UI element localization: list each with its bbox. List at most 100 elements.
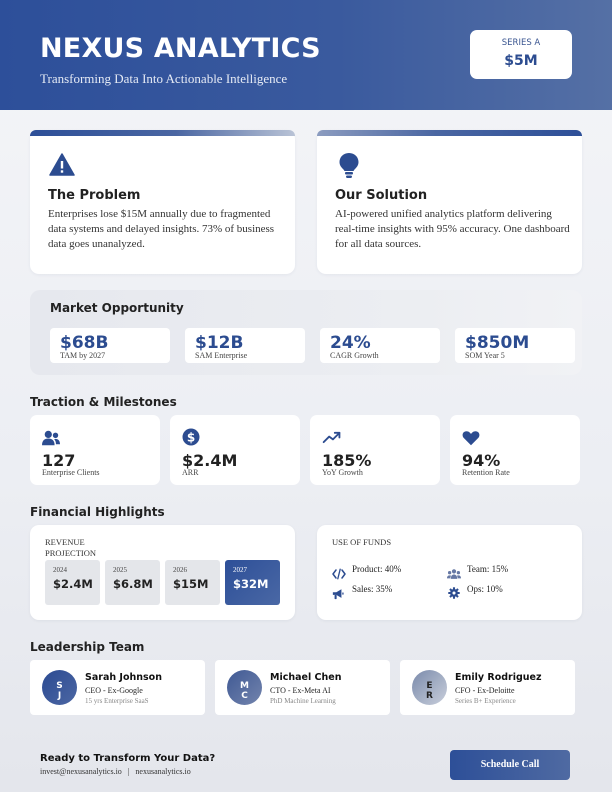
avatar-initial: S: [56, 681, 63, 691]
revenue-year-box: 2026 $15M: [165, 560, 220, 605]
revenue-value: $15M: [173, 577, 209, 591]
leader-name: Emily Rodriguez: [455, 672, 542, 683]
market-stat-som: $850M SOM Year 5: [455, 328, 575, 363]
contact-line: invest@nexusanalytics.io | nexusanalytic…: [40, 767, 191, 776]
avatar: E R: [412, 670, 447, 705]
market-title: Market Opportunity: [50, 301, 184, 315]
contact-separator: |: [127, 767, 130, 776]
leader-experience: Series B+ Experience: [455, 697, 516, 705]
lightbulb-icon: [339, 153, 359, 178]
brand-title: NEXUS ANALYTICS: [40, 33, 321, 64]
revenue-year: 2026: [173, 566, 187, 574]
market-stat-label: TAM by 2027: [60, 351, 106, 360]
market-stat-value: $12B: [195, 333, 244, 353]
traction-card-growth: 185% YoY Growth: [310, 415, 440, 485]
revenue-year-box: 2024 $2.4M: [45, 560, 100, 605]
team-icon: [447, 569, 461, 579]
leader-role: CEO - Ex-Google: [85, 686, 143, 695]
leader-card-ceo: S J Sarah Johnson CEO - Ex-Google 15 yrs…: [30, 660, 205, 715]
leader-card-cto: M C Michael Chen CTO - Ex-Meta AI PhD Ma…: [215, 660, 390, 715]
funding-badge: SERIES A $5M: [470, 30, 572, 79]
problem-title: The Problem: [48, 188, 141, 203]
leader-name: Michael Chen: [270, 672, 342, 683]
warning-icon: [49, 153, 75, 176]
traction-card-clients: 127 Enterprise Clients: [30, 415, 160, 485]
revenue-value: $6.8M: [113, 577, 153, 591]
megaphone-icon: [332, 589, 344, 600]
fund-allocation: Product: 40%: [352, 564, 402, 574]
trend-up-icon: [322, 431, 341, 444]
market-stat-label: SAM Enterprise: [195, 351, 248, 360]
heart-icon: [462, 431, 480, 446]
leader-experience: 15 yrs Enterprise SaaS: [85, 697, 149, 705]
traction-label: Enterprise Clients: [42, 468, 100, 477]
fund-allocation: Team: 15%: [467, 564, 509, 574]
traction-value: 185%: [322, 451, 372, 470]
financial-title: Financial Highlights: [30, 505, 165, 519]
contact-email[interactable]: invest@nexusanalytics.io: [40, 767, 122, 776]
solution-card: Our Solution AI-powered unified analytic…: [317, 130, 582, 274]
avatar-initial: E: [426, 681, 433, 691]
revenue-year: 2025: [113, 566, 127, 574]
market-stat-cagr: 24% CAGR Growth: [320, 328, 440, 363]
leader-role: CTO - Ex-Meta AI: [270, 686, 331, 695]
traction-title: Traction & Milestones: [30, 395, 177, 409]
market-stat-label: SOM Year 5: [465, 351, 505, 360]
leader-experience: PhD Machine Learning: [270, 697, 336, 705]
svg-text:$: $: [187, 430, 195, 444]
traction-label: Retention Rate: [462, 468, 510, 477]
tagline: Transforming Data Into Actionable Intell…: [40, 71, 288, 86]
funding-amount: $5M: [504, 53, 538, 69]
avatar-initial: J: [57, 691, 62, 701]
dollar-icon: $: [182, 428, 200, 446]
avatar: S J: [42, 670, 77, 705]
use-of-funds-card: USE OF FUNDS Product: 40% Team: 15% Sale…: [317, 525, 582, 620]
revenue-year: 2024: [53, 566, 67, 574]
revenue-year-box: 2025 $6.8M: [105, 560, 160, 605]
header-banner: NEXUS ANALYTICS Transforming Data Into A…: [0, 0, 612, 110]
traction-card-retention: 94% Retention Rate: [450, 415, 580, 485]
market-stat-value: $68B: [60, 333, 109, 353]
avatar-initials: M C: [227, 681, 262, 701]
market-opportunity-panel: Market Opportunity $68B TAM by 2027 $12B…: [30, 290, 582, 375]
avatar: M C: [227, 670, 262, 705]
leader-card-cfo: E R Emily Rodriguez CFO - Ex-Deloitte Se…: [400, 660, 575, 715]
traction-label: YoY Growth: [322, 468, 363, 477]
traction-label: ARR: [182, 468, 199, 477]
contact-website[interactable]: nexusanalytics.io: [135, 767, 191, 776]
revenue-year: 2027: [233, 566, 247, 574]
market-stat-value: $850M: [465, 333, 530, 353]
users-icon: [42, 430, 60, 446]
revenue-year-box-highlight: 2027 $32M: [225, 560, 280, 605]
problem-text: Enterprises lose $15M annually due to fr…: [48, 208, 275, 250]
fund-allocation: Ops: 10%: [467, 584, 503, 594]
avatar-initials: S J: [42, 681, 77, 701]
market-stat-value: 24%: [330, 333, 371, 353]
revenue-projection-card: REVENUE PROJECTION 2024 $2.4M 2025 $6.8M…: [30, 525, 295, 620]
solution-card-accent: [317, 130, 582, 136]
market-stat-label: CAGR Growth: [330, 351, 379, 360]
leadership-title: Leadership Team: [30, 640, 145, 654]
avatar-initial: C: [241, 691, 248, 701]
avatar-initial: R: [426, 691, 433, 701]
revenue-projection-title: REVENUE PROJECTION: [45, 537, 97, 558]
schedule-call-button[interactable]: Schedule Call: [450, 750, 570, 780]
avatar-initial: M: [240, 681, 249, 691]
funding-round-label: SERIES A: [501, 38, 541, 48]
code-icon: [332, 568, 346, 580]
market-stat-tam: $68B TAM by 2027: [50, 328, 170, 363]
use-of-funds-title: USE OF FUNDS: [332, 537, 392, 547]
cta-title: Ready to Transform Your Data?: [40, 753, 216, 764]
revenue-value: $2.4M: [53, 577, 93, 591]
solution-text: AI-powered unified analytics platform de…: [335, 208, 570, 250]
leader-name: Sarah Johnson: [85, 672, 162, 683]
leader-role: CFO - Ex-Deloitte: [455, 686, 515, 695]
problem-card-accent: [30, 130, 295, 136]
avatar-initials: E R: [412, 681, 447, 701]
traction-value: 127: [42, 451, 76, 470]
gear-icon: [448, 587, 460, 599]
traction-value: 94%: [462, 451, 501, 470]
fund-allocation: Sales: 35%: [352, 584, 393, 594]
traction-value: $2.4M: [182, 451, 238, 470]
traction-card-arr: $ $2.4M ARR: [170, 415, 300, 485]
